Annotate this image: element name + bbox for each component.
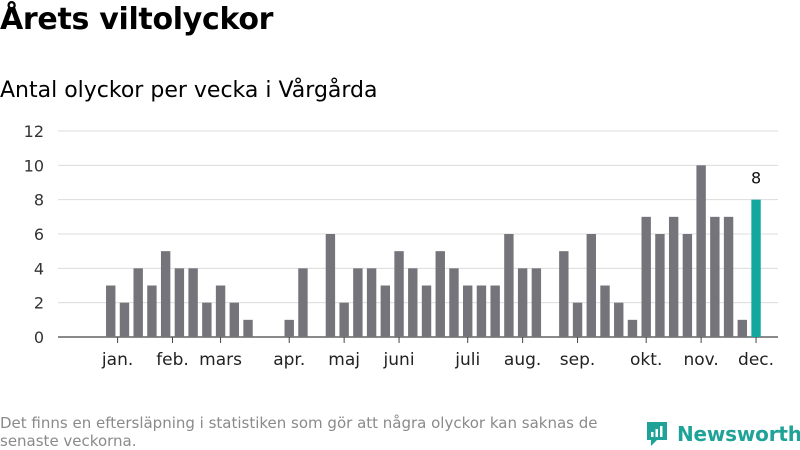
x-tick-label: nov. [683,350,718,370]
bar [655,234,665,337]
y-tick-label: 12 [24,122,44,141]
bar [517,268,528,337]
x-tick-label: sep. [560,350,596,370]
brand[interactable]: Newsworthy [645,419,800,449]
brand-name: Newsworthy [677,422,800,446]
bar [627,319,638,337]
bar [531,268,542,337]
y-tick-label: 6 [34,225,44,244]
bar [559,251,569,337]
bar [298,268,308,337]
bar [421,285,432,337]
bar [160,251,171,337]
bar-chart: 0 2 4 6 8 10 12 8 jan. feb. mars apr. maj juni juli a… [24,122,778,370]
bar [504,234,514,337]
x-tick-label: juli [454,350,480,370]
bar [202,302,212,337]
bar [449,268,459,337]
bar [600,285,610,337]
chart-subtitle: Antal olyckor per vecka i Vårgårda [0,78,378,103]
y-tick-label: 0 [34,328,44,347]
bar [215,285,226,337]
bar [737,319,748,337]
bar [394,251,404,337]
x-tick-label: apr. [273,350,305,370]
y-tick-label: 8 [34,191,44,210]
bar [435,251,445,337]
bar [710,216,720,337]
bar [174,268,185,337]
bar [641,216,651,337]
bar [682,234,693,337]
bar [380,285,391,337]
x-tick-label: dec. [738,350,774,370]
bar [339,302,349,337]
y-tick-label: 10 [24,156,44,175]
bar [106,285,116,337]
bar [476,285,487,337]
x-tick-label: aug. [504,350,541,370]
bar [572,302,583,337]
bar [147,285,157,337]
bar [463,285,473,337]
x-tick-label: maj [328,350,360,370]
bar [119,302,130,337]
bar [366,268,377,337]
bar [325,234,336,337]
bar [243,319,253,337]
highlight-data-label: 8 [751,169,761,188]
bar [723,216,734,337]
footnote: Det finns en eftersläpning i statistiken… [0,414,598,450]
x-tick-label: mars [199,350,242,370]
bar [188,268,198,337]
bar [229,302,239,337]
x-tick-label: jan. [101,350,133,370]
bar [133,268,143,337]
bar [614,302,624,337]
bar [668,216,679,337]
bar [284,319,294,337]
bar [586,234,596,337]
bar [490,285,500,337]
x-tick-label: okt. [630,350,662,370]
bar [696,165,706,337]
y-axis-ticks: 0 2 4 6 8 10 12 [24,122,44,347]
bars [106,165,761,337]
y-tick-label: 4 [34,259,44,278]
x-axis-ticks: jan. feb. mars apr. maj juni juli aug. sep. okt. n… [101,337,774,370]
data-labels: 8 [751,169,761,188]
x-tick-label: feb. [156,350,189,370]
y-tick-label: 2 [34,294,44,313]
bar [408,268,418,337]
x-tick-label: juni [383,350,415,370]
newsworthy-logo-icon [647,422,667,446]
bar-highlight [751,199,761,337]
bar [353,268,363,337]
chart-title: Årets viltolyckor [0,2,274,37]
